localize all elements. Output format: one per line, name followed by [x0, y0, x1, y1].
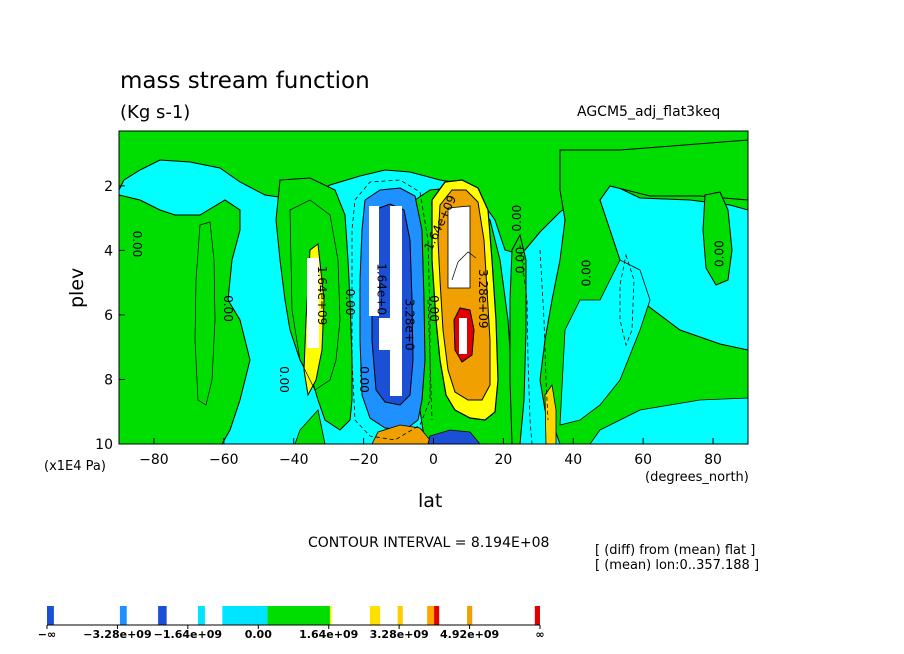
- contour-line-left-middle: [289, 199, 341, 391]
- y-axis-unit: (x1E4 Pa): [44, 459, 106, 474]
- region-white-column-mid: [379, 318, 402, 350]
- y-tick-label: 6: [104, 308, 113, 324]
- chart-title: mass stream function: [120, 68, 370, 94]
- contour-label: 3.28e+0: [403, 299, 417, 351]
- x-tick-label: 20: [494, 452, 512, 468]
- contour-line-dashed-far-right: [619, 253, 635, 347]
- contour-label: 0.00: [427, 295, 441, 322]
- colorbar-segment: [119, 606, 127, 625]
- colorbar-segment: [222, 606, 268, 625]
- colorbar-segment: [204, 606, 223, 625]
- region-yellow-bottom-streak: [544, 383, 557, 444]
- note-mean: [ (mean) lon:0..357.188 ]: [595, 558, 760, 573]
- contour-label: 3.28e+09: [476, 269, 490, 328]
- region-green-far-right: [702, 191, 733, 286]
- y-tick-label: 4: [104, 243, 113, 259]
- x-tick-label: 0: [429, 452, 438, 468]
- colorbar-segment: [397, 606, 403, 625]
- colorbar-segment: [434, 606, 440, 625]
- region-white-core: [447, 205, 471, 289]
- contour-label: 0.00: [221, 295, 235, 322]
- colorbar-segment: [331, 606, 370, 625]
- region-green-thin-streak: [509, 233, 527, 444]
- colorbar-segment: [126, 606, 159, 625]
- contour-label: 0.00: [580, 260, 594, 287]
- colorbar-label: 0.00: [245, 628, 272, 641]
- x-tick-label: −80: [139, 452, 169, 468]
- contour-line-warm-inner: [451, 251, 477, 281]
- colorbar-segment: [47, 606, 54, 625]
- y-tick-label: 8: [104, 372, 113, 388]
- region-white-left-streak: [307, 258, 319, 348]
- colorbar-label: −1.64e+09: [154, 628, 222, 641]
- contour-line-dashed-right-2: [539, 249, 549, 421]
- contour-label: 0.00: [713, 240, 727, 267]
- colorbar-segment: [267, 606, 330, 625]
- colorbar-segment: [198, 606, 205, 625]
- x-axis-label: lat: [418, 490, 443, 512]
- y-tick-label: 2: [104, 179, 113, 195]
- colorbar-segment: [402, 606, 428, 625]
- contour-label: 0.00: [343, 289, 357, 316]
- contour-label: 0.00: [510, 205, 524, 232]
- x-tick-label: −60: [209, 452, 239, 468]
- colorbar-segment: [534, 606, 540, 625]
- contour-label: 0.00: [357, 366, 371, 393]
- colorbar-segment: [369, 606, 381, 625]
- contour-label: 1.64e+09: [315, 266, 329, 325]
- x-tick-label: 80: [704, 452, 722, 468]
- run-name: AGCM5_adj_flat3keq: [577, 104, 721, 120]
- region-white-column-stem: [390, 206, 402, 396]
- contour-label: 0.00: [130, 231, 144, 258]
- note-diff: [ (diff) from (mean) flat ]: [595, 543, 756, 558]
- colorbar-segment: [439, 606, 468, 625]
- contour-interval: CONTOUR INTERVAL = 8.194E+08: [308, 535, 550, 551]
- contour-label: 0.00: [513, 247, 527, 274]
- region-green-right-cut: [559, 259, 651, 426]
- y-tick-label: 10: [95, 437, 113, 453]
- colorbar-segment: [467, 606, 473, 625]
- colorbar: −∞ −3.28e+09 −1.64e+09 0.00 1.64e+09 3.28e+09…: [38, 606, 545, 641]
- colorbar-segment: [380, 606, 398, 625]
- chart-units: (Kg s-1): [120, 102, 191, 123]
- x-tick-label: −20: [349, 452, 379, 468]
- contour-line-dashed-right-1: [519, 244, 533, 444]
- region-green-left-slab: [119, 194, 251, 444]
- colorbar-segment: [166, 606, 199, 625]
- x-tick-label: 60: [634, 452, 652, 468]
- x-tick-label: −40: [279, 452, 309, 468]
- colorbar-segment: [472, 606, 535, 625]
- colorbar-label: ∞: [535, 628, 544, 641]
- colorbar-label: 1.64e+09: [299, 628, 358, 641]
- region-white-column-upper: [369, 206, 379, 316]
- axis-ticks: −80 −60 −40 −20 0 20 40 60 80 2 4 6 8 10: [95, 179, 722, 468]
- contour-line-dashed-center: [427, 299, 433, 421]
- colorbar-label: 4.92e+09: [440, 628, 499, 641]
- region-bottom-green-strip: [294, 409, 326, 444]
- contour-label: 1.64e+0: [375, 263, 389, 315]
- plot-area: [119, 131, 748, 444]
- colorbar-label: 3.28e+09: [370, 628, 429, 641]
- x-tick-label: 40: [564, 452, 582, 468]
- colorbar-segment: [329, 606, 332, 625]
- colorbar-segment: [158, 606, 167, 625]
- colorbar-segment: [427, 606, 435, 625]
- colorbar-label: −3.28e+09: [83, 628, 151, 641]
- colorbar-segment: [53, 606, 120, 625]
- region-bottom-blue-strip: [427, 429, 481, 444]
- contour-label: 0.00: [277, 366, 291, 393]
- contour-line-left-closed: [194, 221, 216, 406]
- region-white-core-center: [459, 318, 467, 354]
- region-cyan-right-pocket: [589, 397, 748, 444]
- colorbar-label: −∞: [38, 628, 56, 641]
- x-axis-unit: (degrees_north): [645, 470, 749, 485]
